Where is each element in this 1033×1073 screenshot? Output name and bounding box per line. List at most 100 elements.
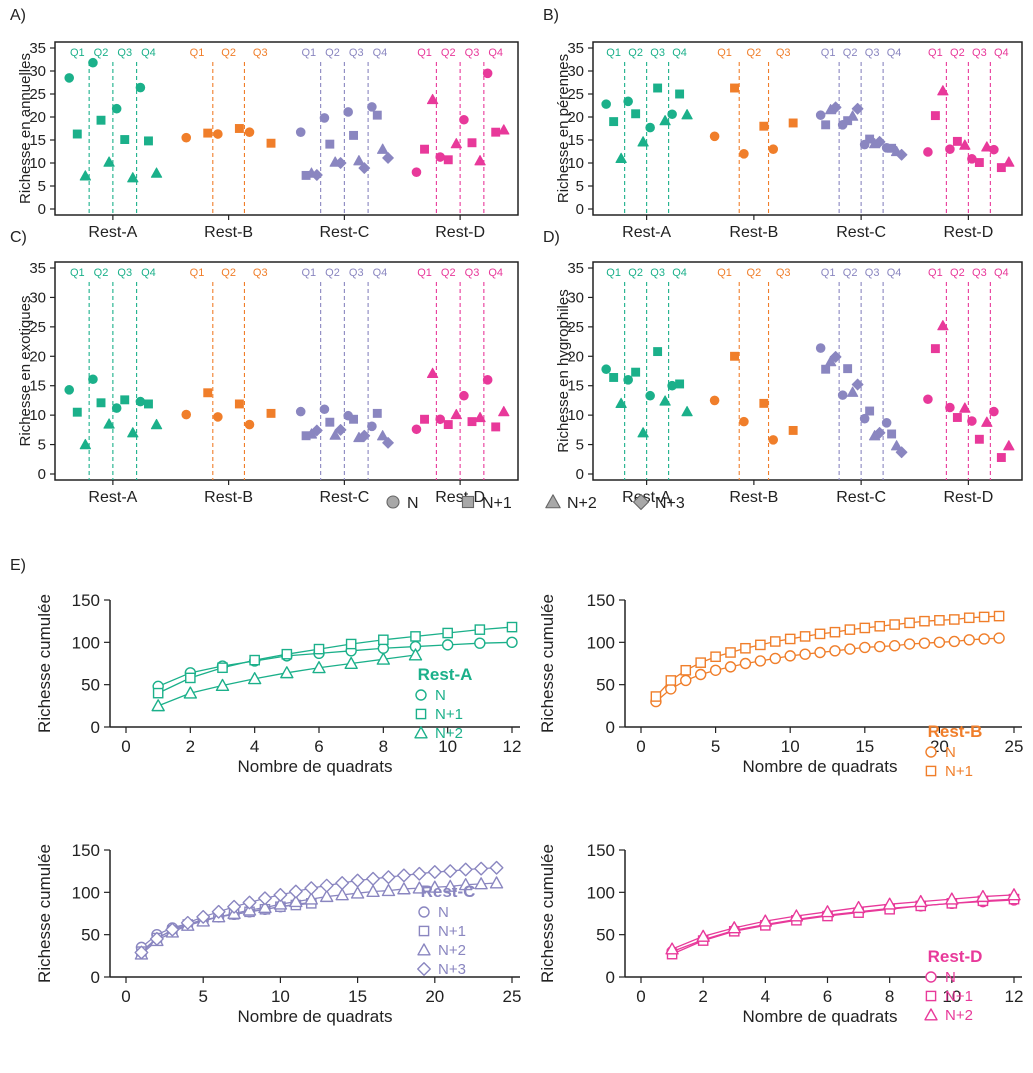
data-point — [180, 915, 195, 930]
y-axis-label: Richesse en annuelles — [17, 53, 34, 204]
data-point — [281, 648, 293, 660]
data-point — [709, 395, 720, 406]
data-point — [758, 914, 773, 927]
quarter-label: Q3 — [650, 47, 665, 59]
y-tick-label: 30 — [29, 63, 46, 80]
x-tick-label: 2 — [186, 737, 195, 756]
legend-label: N+1 — [435, 706, 463, 723]
data-point — [844, 643, 856, 655]
x-tick-label: 15 — [855, 737, 874, 756]
x-tick-label: 12 — [1005, 987, 1024, 1006]
y-tick-label: 150 — [72, 841, 100, 860]
data-point — [213, 129, 223, 139]
data-point — [675, 379, 685, 389]
quarter-label: Q2 — [747, 47, 762, 59]
quarter-label: Q4 — [994, 267, 1009, 279]
data-point — [815, 110, 826, 120]
data-point — [769, 652, 781, 665]
x-tick-label: Rest-A — [622, 224, 671, 241]
data-point — [234, 399, 244, 409]
accumulation-panel-Rest-A: 0 50 100 150 0 2 4 6 8 10 12 Nombre de quadrats Rich… — [35, 591, 521, 776]
plot-frame — [54, 41, 519, 216]
legend-marker — [415, 689, 427, 701]
data-point — [952, 136, 962, 146]
data-point — [335, 876, 350, 890]
data-point — [945, 144, 955, 154]
quarter-label: Q4 — [887, 267, 902, 279]
data-point — [498, 124, 510, 135]
quarter-label: Q3 — [465, 267, 480, 279]
scatter-panel-4: D) 0 5 10 15 20 25 30 35 Richesse en hygrophiles R… — [543, 229, 1023, 506]
data-point — [103, 418, 115, 429]
data-point — [350, 886, 365, 899]
data-point — [378, 634, 389, 646]
data-point — [96, 115, 106, 125]
y-tick-label: 5 — [576, 178, 584, 195]
quarter-label: Q4 — [672, 47, 687, 59]
y-tick-label: 10 — [567, 407, 584, 424]
quarter-label: Q3 — [253, 47, 268, 59]
x-tick-label: 0 — [121, 737, 130, 756]
data-point — [149, 931, 164, 946]
data-point — [181, 132, 192, 143]
series-N+2 — [151, 648, 423, 712]
quarter-label: Q1 — [821, 47, 836, 59]
data-point — [978, 611, 990, 623]
data-point — [888, 640, 901, 652]
data-point — [349, 130, 359, 140]
data-point — [382, 152, 394, 164]
data-point — [367, 421, 377, 432]
data-point — [450, 408, 462, 420]
data-point — [937, 320, 949, 331]
data-point — [135, 396, 146, 407]
data-point — [759, 398, 769, 408]
x-tick-label: 10 — [942, 987, 961, 1006]
quarter-label: Q4 — [994, 47, 1009, 59]
data-point — [151, 699, 165, 712]
y-tick-label: 0 — [576, 466, 584, 483]
quarter-label: Q1 — [301, 47, 316, 59]
data-point — [506, 636, 518, 649]
data-point — [681, 109, 693, 120]
y-tick-label: 5 — [38, 437, 46, 454]
legend: Rest-A N N+1 N+2 — [414, 665, 472, 742]
data-point — [382, 436, 394, 449]
data-point — [609, 373, 619, 382]
data-point — [349, 414, 359, 424]
series-line — [671, 899, 1015, 953]
quarter-label: Q3 — [865, 47, 880, 59]
legend: Rest-B N N+1 — [925, 722, 982, 780]
group-Rest-A: Rest-AQ1 Q2 Q3 Q4 — [601, 47, 693, 241]
data-point — [903, 638, 916, 650]
data-point — [325, 139, 335, 149]
data-point — [1003, 156, 1015, 167]
series-line — [157, 626, 513, 694]
data-point — [343, 107, 353, 117]
y-tick-label: 50 — [596, 676, 615, 695]
group-Rest-A: Rest-AQ1 Q2 Q3 Q4 — [601, 267, 693, 506]
legend-label: N+1 — [945, 763, 973, 780]
group-Rest-B: Rest-B Q1 Q2 Q3 — [709, 267, 798, 506]
data-point — [874, 620, 886, 632]
data-point — [127, 427, 139, 438]
data-point — [325, 417, 335, 427]
data-point — [882, 897, 897, 910]
data-point — [930, 111, 940, 121]
data-point — [1007, 888, 1021, 901]
quarter-label: Q2 — [325, 47, 340, 59]
data-point — [79, 438, 92, 450]
data-point — [319, 113, 330, 123]
series-N+1 — [136, 898, 317, 957]
data-point — [412, 881, 427, 894]
series-N+1 — [650, 610, 1005, 702]
data-point — [427, 865, 442, 879]
quarter-label: Q3 — [349, 267, 364, 279]
x-tick-label: 5 — [711, 737, 720, 756]
x-tick-label: Rest-C — [319, 224, 369, 241]
data-point — [458, 862, 473, 877]
y-axis-label: Richesse en pérennes — [555, 54, 572, 203]
quarter-label: Q4 — [887, 47, 902, 59]
data-point — [709, 664, 722, 676]
